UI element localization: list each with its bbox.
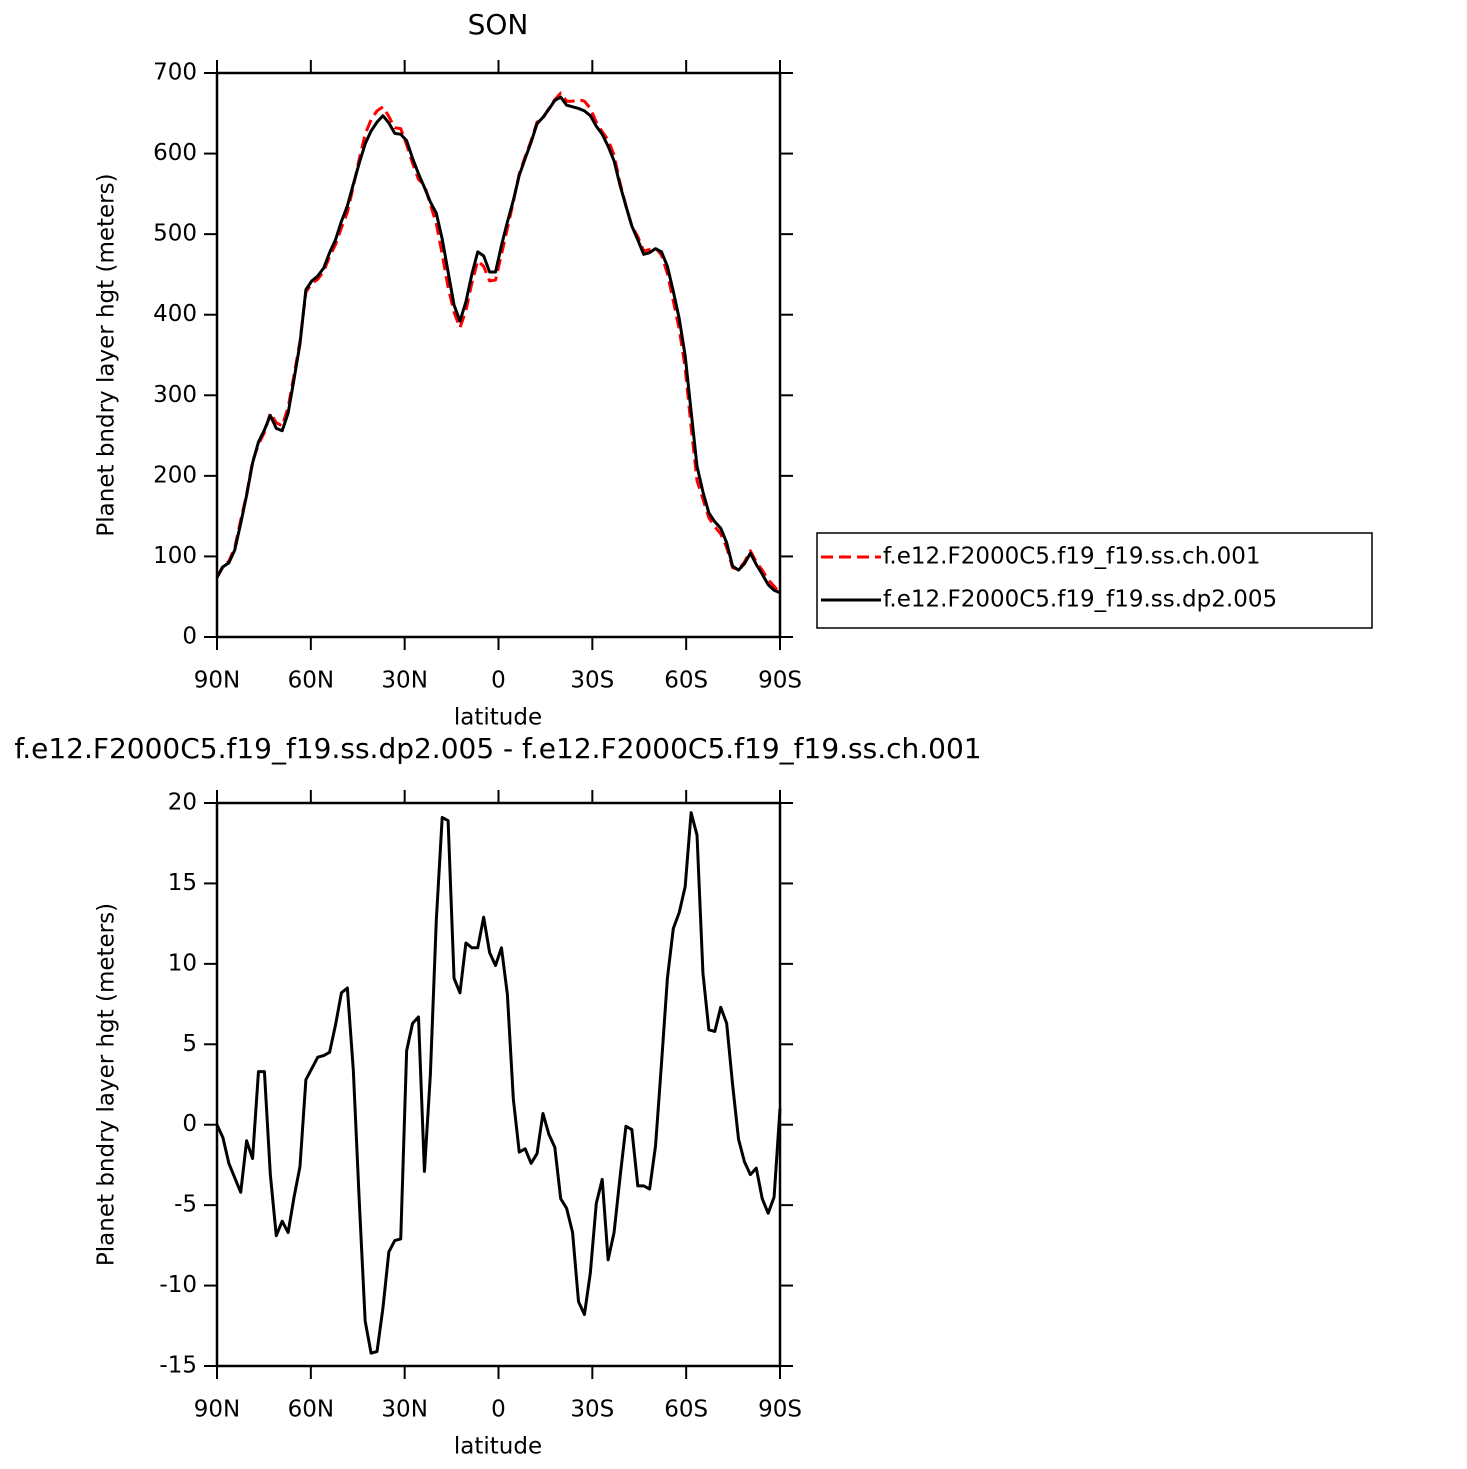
y-tick-label: 20 [168, 790, 197, 816]
y-tick-label: 0 [182, 1111, 197, 1137]
x-axis-label: latitude [454, 1434, 542, 1460]
legend-box [816, 532, 1373, 629]
x-tick-label: 90S [758, 668, 802, 694]
x-tick-label: 30S [570, 1397, 614, 1423]
y-tick-label: 100 [153, 543, 197, 569]
x-tick-label: 30N [381, 668, 427, 694]
y-tick-label: 10 [168, 950, 197, 976]
y-tick-label: -15 [159, 1353, 197, 1379]
y-tick-label: 200 [153, 462, 197, 488]
y-tick-label: 500 [153, 221, 197, 247]
y-tick-label: 400 [153, 301, 197, 327]
y-tick-label: 600 [153, 140, 197, 166]
y-tick-label: 5 [182, 1031, 197, 1057]
legend-label: f.e12.F2000C5.f19_f19.ss.ch.001 [883, 544, 1260, 570]
legend-label: f.e12.F2000C5.f19_f19.ss.dp2.005 [883, 587, 1277, 613]
x-tick-label: 30S [570, 668, 614, 694]
y-axis-label: Planet bndry layer hgt (meters) [94, 173, 120, 536]
x-tick-label: 90S [758, 1397, 802, 1423]
series-line [215, 95, 781, 595]
x-tick-label: 60N [288, 1397, 334, 1423]
chart-title: f.e12.F2000C5.f19_f19.ss.dp2.005 - f.e12… [14, 732, 981, 765]
x-tick-label: 0 [491, 1397, 506, 1423]
y-tick-label: 15 [168, 870, 197, 896]
y-tick-label: -10 [159, 1272, 197, 1298]
y-tick-label: 700 [153, 60, 197, 86]
plot-frame [215, 71, 782, 639]
x-tick-label: 60S [664, 1397, 708, 1423]
x-tick-label: 0 [491, 668, 506, 694]
chart-title: SON [468, 8, 529, 41]
plot-frame [215, 801, 782, 1368]
x-tick-label: 60N [288, 668, 334, 694]
x-tick-label: 90N [194, 668, 240, 694]
y-tick-label: 300 [153, 382, 197, 408]
x-tick-label: 60S [664, 668, 708, 694]
y-tick-label: -5 [174, 1192, 197, 1218]
y-axis-label: Planet bndry layer hgt (meters) [94, 903, 120, 1266]
y-tick-label: 0 [182, 624, 197, 650]
x-axis-label: latitude [454, 705, 542, 731]
series-line [215, 811, 782, 1355]
x-tick-label: 90N [194, 1397, 240, 1423]
x-tick-label: 30N [381, 1397, 427, 1423]
